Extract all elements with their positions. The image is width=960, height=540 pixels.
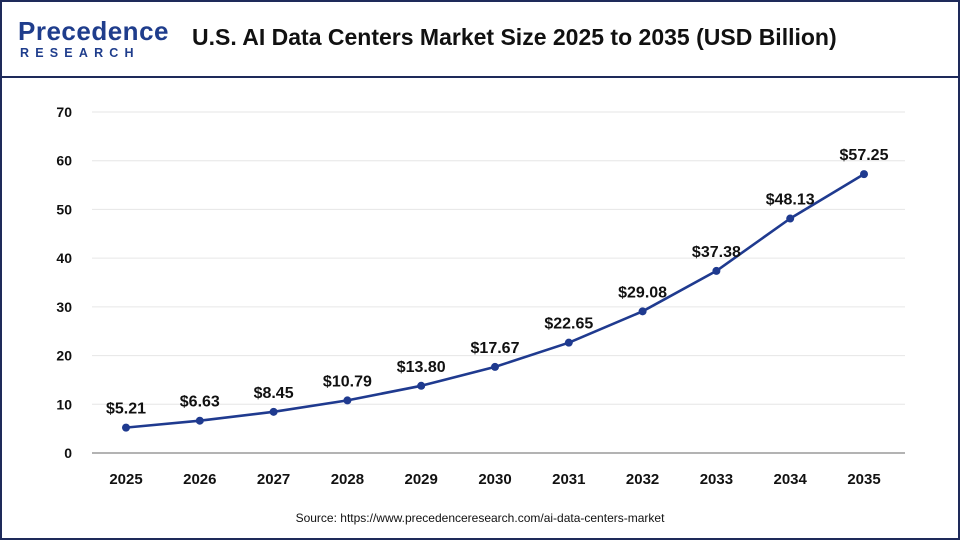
x-tick-label: 2030: [478, 471, 511, 488]
y-tick-label: 40: [56, 250, 72, 266]
data-point: [195, 416, 204, 425]
data-point: [122, 423, 130, 432]
x-tick-label: 2032: [626, 471, 659, 488]
data-point: [786, 214, 795, 223]
y-tick-label: 50: [56, 201, 72, 217]
x-tick-label: 2034: [774, 471, 808, 488]
y-tick-label: 20: [56, 348, 72, 364]
data-label: $13.80: [397, 359, 446, 376]
header: Precedence RESEARCH U.S. AI Data Centers…: [2, 2, 958, 78]
data-point: [712, 266, 721, 275]
y-tick-label: 30: [56, 299, 72, 315]
data-point: [638, 307, 647, 316]
source-note: Source: https://www.precedenceresearch.c…: [295, 511, 665, 525]
x-tick-label: 2033: [700, 471, 733, 488]
data-label: $37.38: [692, 244, 741, 261]
data-label: $5.21: [106, 401, 146, 418]
x-tick-label: 2035: [847, 471, 880, 488]
data-point: [417, 381, 426, 390]
precedence-research-logo: Precedence RESEARCH: [18, 16, 168, 64]
x-tick-label: 2029: [405, 471, 438, 488]
data-label: $48.13: [766, 192, 815, 209]
y-tick-label: 70: [56, 104, 72, 120]
x-tick-label: 2026: [183, 471, 216, 488]
x-tick-label: 2027: [257, 471, 290, 488]
y-tick-label: 60: [56, 153, 72, 169]
x-tick-label: 2031: [552, 471, 585, 488]
x-tick-label: 2028: [331, 471, 364, 488]
data-point: [343, 396, 352, 405]
data-label: $17.67: [471, 340, 520, 357]
data-label: $57.25: [840, 147, 889, 164]
data-label: $22.65: [544, 316, 593, 333]
data-label: $10.79: [323, 373, 372, 390]
data-label: $6.63: [180, 394, 220, 411]
data-label: $29.08: [618, 284, 667, 301]
data-point: [860, 170, 868, 179]
chart-title: U.S. AI Data Centers Market Size 2025 to…: [192, 24, 837, 50]
x-tick-label: 2025: [109, 471, 142, 488]
y-tick-label: 10: [56, 396, 72, 412]
logo-main-text: Precedence: [18, 16, 169, 46]
data-point: [269, 407, 278, 416]
y-tick-label: 0: [64, 445, 72, 461]
data-point: [491, 362, 499, 371]
series-line: [125, 172, 865, 429]
data-label: $8.45: [254, 385, 294, 402]
logo-sub-text: RESEARCH: [20, 46, 140, 60]
data-point: [564, 338, 573, 347]
